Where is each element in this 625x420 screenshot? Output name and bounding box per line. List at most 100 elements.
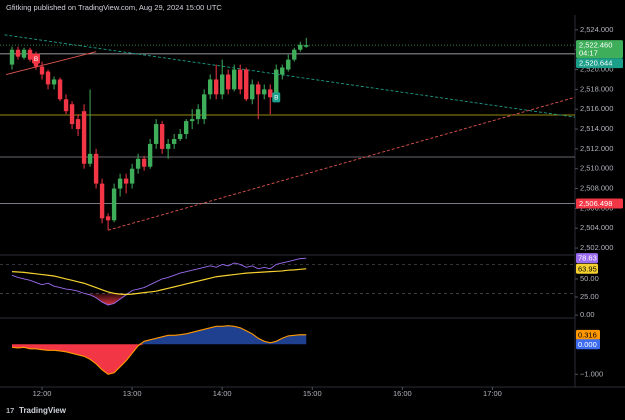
- candle-body: [292, 49, 297, 60]
- candle-body: [244, 69, 249, 100]
- candle-body: [195, 109, 201, 120]
- osc-tick-label: −1.000: [580, 369, 603, 378]
- candle-body: [57, 79, 63, 100]
- candle-body: [135, 158, 141, 169]
- osc-line: [11, 325, 307, 375]
- x-tick-label: 12:00: [33, 389, 52, 398]
- candle-body: [99, 183, 105, 219]
- candle-body: [27, 49, 33, 60]
- rsi-value-label: 63.95: [578, 264, 597, 273]
- candle-body: [9, 49, 15, 65]
- candle-body: [213, 79, 219, 95]
- osc-zero-box: [576, 339, 600, 350]
- candle-body: [177, 134, 183, 139]
- candle-body: [21, 49, 27, 58]
- candle-body: [51, 79, 57, 85]
- header: Gfitking published on TradingView.com, A…: [6, 3, 222, 12]
- y-tick-label: 2,514.000: [580, 124, 613, 133]
- trendline: [4, 34, 576, 118]
- y-tick-label: 2,510.000: [580, 164, 613, 173]
- price-label-box: [576, 198, 623, 209]
- candle-body: [298, 44, 303, 50]
- candle-body: [232, 69, 237, 90]
- candle-body: [171, 138, 177, 144]
- price-label: 2,506.498: [579, 199, 612, 208]
- candle-body: [111, 188, 117, 221]
- candle-body: [274, 69, 279, 98]
- countdown: 04:17: [579, 49, 598, 58]
- candle-body: [207, 79, 213, 95]
- rsi-tick-label: 50.00: [580, 274, 599, 283]
- candle-body: [201, 94, 207, 120]
- rsi-line: [11, 257, 307, 306]
- candle-body: [123, 178, 129, 184]
- candle-body: [147, 143, 153, 167]
- candle-body: [87, 153, 93, 164]
- y-tick-label: 2,512.000: [580, 144, 613, 153]
- candle-body: [268, 89, 273, 98]
- candle-body: [256, 84, 261, 95]
- last-price-label: 2,522.460: [579, 41, 612, 50]
- rsi-line: [11, 268, 307, 296]
- candle-body: [81, 111, 87, 164]
- candle-body: [238, 69, 243, 90]
- y-tick-label: 2,520.000: [580, 65, 613, 74]
- osc-negative-area: [12, 344, 307, 375]
- candle-body: [280, 67, 285, 75]
- candle-body: [189, 119, 195, 122]
- candle-body: [93, 153, 99, 184]
- candle-body: [117, 178, 123, 189]
- candle-body: [39, 66, 45, 75]
- candle-body: [262, 89, 267, 95]
- candle-body: [286, 59, 291, 70]
- x-tick-label: 17:00: [483, 389, 502, 398]
- trendline: [107, 96, 576, 231]
- osc-zero-label: 0.000: [578, 340, 597, 349]
- signal-marker: [272, 92, 281, 103]
- candle-body: [250, 84, 255, 100]
- last-price-box: [576, 40, 623, 59]
- x-tick-label: 13:00: [123, 389, 142, 398]
- y-tick-label: 2,508.000: [580, 184, 613, 193]
- candle-body: [63, 99, 69, 112]
- signal-marker: [32, 53, 41, 64]
- trendline: [5, 51, 97, 75]
- rsi-value-box: [576, 263, 598, 274]
- candle-body: [15, 49, 21, 57]
- osc-value-box: [576, 329, 600, 340]
- brand: TradingView: [19, 406, 67, 415]
- x-tick-label: 16:00: [393, 389, 412, 398]
- candle-body: [75, 119, 81, 130]
- price-label-box: [576, 58, 623, 69]
- candle-body: [304, 45, 309, 47]
- price-label: 2,520.644: [579, 59, 612, 68]
- y-tick-label: 2,524.000: [580, 25, 613, 34]
- rsi-tick-label: 0.00: [580, 310, 595, 319]
- x-tick-label: 14:00: [213, 389, 232, 398]
- rsi-value-label: 78.63: [578, 254, 597, 263]
- rsi-value-box: [576, 253, 598, 264]
- osc-value-label: 0.316: [578, 330, 597, 339]
- candle-body: [183, 121, 189, 135]
- candle-body: [69, 104, 75, 125]
- y-tick-label: 2,504.000: [580, 223, 613, 232]
- candle-body: [45, 71, 51, 85]
- signal-marker-text: B: [34, 56, 38, 63]
- osc-positive-area: [12, 325, 307, 345]
- y-tick-label: 2,516.000: [580, 104, 613, 113]
- candle-body: [129, 168, 135, 184]
- candle-body: [159, 124, 165, 149]
- y-tick-label: 2,518.000: [580, 84, 613, 93]
- y-tick-label: 2,502.000: [580, 243, 613, 252]
- x-tick-label: 15:00: [303, 389, 322, 398]
- signal-marker-text: B: [274, 95, 278, 102]
- candle-body: [105, 216, 111, 221]
- candle-body: [219, 74, 225, 95]
- candle-body: [225, 74, 231, 90]
- brand-logo: 17: [6, 406, 14, 415]
- candle-body: [165, 143, 171, 149]
- rsi-tick-label: 25.00: [580, 292, 599, 301]
- candle-body: [141, 158, 147, 167]
- candle-body: [153, 124, 159, 144]
